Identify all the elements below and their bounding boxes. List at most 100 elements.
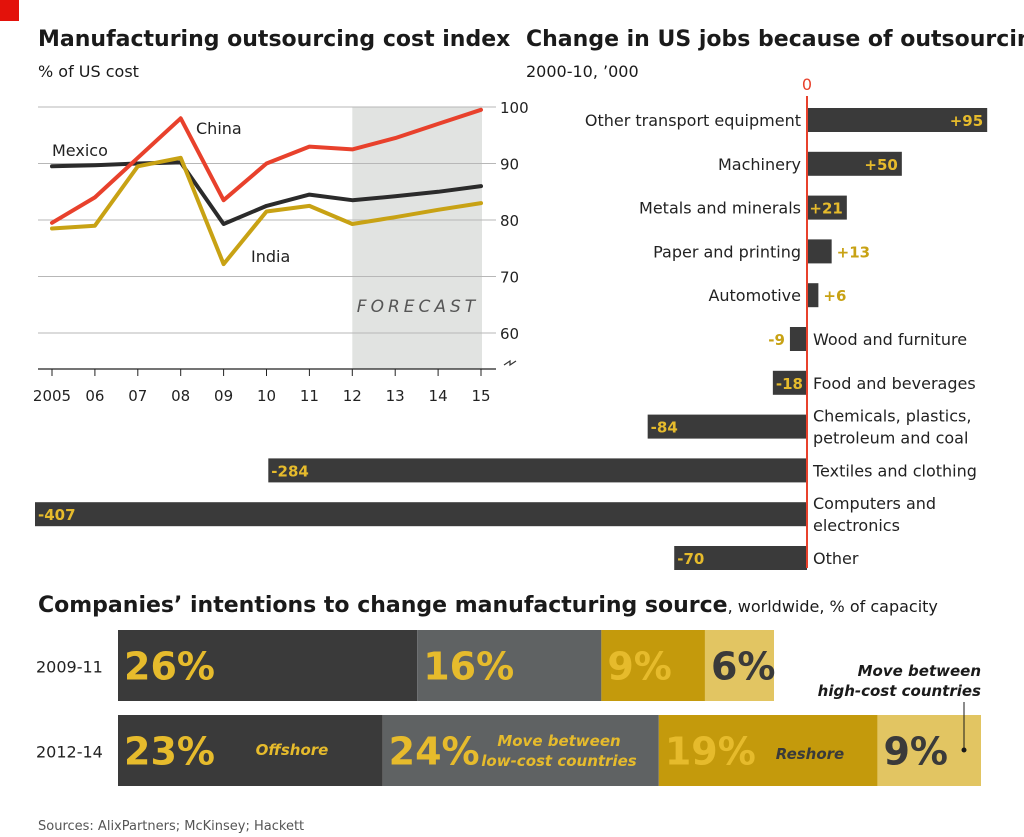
stacked-segment: [658, 715, 878, 786]
y-tick-label: 90: [500, 156, 519, 174]
bar: [807, 108, 988, 132]
stacked-segment: [704, 630, 774, 701]
series-line-china: [50, 107, 483, 225]
bar-value-label: -9: [768, 331, 785, 349]
x-tick-label: 06: [85, 387, 104, 405]
bar-category-label: Wood and furniture: [813, 330, 967, 349]
stacked-segment: [601, 630, 705, 701]
series-line-india: [50, 155, 483, 267]
bar-chart: 0 +95 Other transport equipment +50 Machiner…: [35, 75, 988, 570]
bar-value-label: +6: [823, 287, 846, 305]
stacked-value-label: 24%: [389, 730, 480, 774]
x-tick-label: 12: [343, 387, 362, 405]
bar: [807, 283, 819, 308]
series-label-reshore: Reshore: [776, 745, 844, 763]
x-tick-label: 14: [429, 387, 448, 405]
bar: [807, 151, 902, 176]
forecast-area: FORECAST: [352, 107, 482, 369]
stacked-segment: [118, 715, 383, 786]
bar-category-label: Paper and printing: [653, 242, 801, 261]
bar: [35, 502, 807, 527]
forecast-shade: [352, 107, 482, 369]
x-tick-label: 13: [386, 387, 405, 405]
line-chart-grid: 60 70 80 90 100 2005 06 07 08 09 10 11 12 13 14 15: [33, 99, 529, 405]
stacked-value-label: 19%: [665, 730, 756, 774]
y-tick-label: 100: [500, 99, 529, 117]
stacked-chart-title: Companies’ intentions to change manufact…: [38, 593, 938, 618]
line-chart-series: [50, 107, 483, 267]
bar-category-label: Machinery: [718, 155, 801, 174]
callout-dot: [961, 747, 967, 753]
bar-value-label: +13: [837, 243, 870, 261]
x-tick-label: 11: [300, 387, 319, 405]
bar-value-label: -70: [677, 550, 704, 568]
series-label-low-cost: low-cost countries: [481, 752, 636, 770]
series-label-low-cost: Move between: [497, 732, 620, 750]
bar-category-label: Textiles and clothing: [812, 461, 977, 480]
y-tick-label: 80: [500, 212, 519, 230]
stacked-value-label: 23%: [124, 730, 215, 774]
line-chart-subtitle: % of US cost: [38, 62, 139, 81]
x-tick-label: 15: [471, 387, 490, 405]
bar-category-label: petroleum and coal: [813, 429, 968, 448]
x-tick-label: 10: [257, 387, 276, 405]
x-tick-label: 09: [214, 387, 233, 405]
series-label-offshore: Offshore: [256, 741, 329, 759]
bar-value-label: +21: [809, 200, 842, 218]
bar: [268, 458, 807, 483]
stacked-value-label: 9%: [607, 645, 672, 689]
bar-chart-title: Change in US jobs because of outsourcing: [526, 27, 1024, 52]
bar-category-label: Other transport equipment: [585, 111, 801, 130]
stacked-segment: [382, 715, 659, 786]
series-label-high-cost: Move between: [858, 662, 981, 680]
axis-break-mark: [503, 359, 517, 367]
stacked-value-label: 26%: [124, 645, 215, 689]
bar-category-label: Computers and: [813, 494, 936, 513]
series-line-mexico: [50, 160, 483, 226]
bar-value-label: +95: [950, 112, 983, 130]
bar-category-label: electronics: [813, 516, 900, 535]
bar: [674, 546, 807, 570]
stacked-chart: 2009-11 26% 16% 9% 6% 2012-14 23% 24% 19% 9% Offsh…: [36, 630, 981, 786]
brand-red-tag: [0, 0, 19, 21]
stacked-segment: [417, 630, 602, 701]
stacked-chart-title-main: Companies’ intentions to change manufact…: [38, 593, 728, 618]
x-tick-label: 07: [128, 387, 147, 405]
stacked-value-label: 16%: [423, 645, 514, 689]
bar-category-label: Other: [813, 549, 859, 568]
stacked-value-label: 6%: [711, 645, 776, 689]
bar-category-label: Food and beverages: [813, 374, 976, 393]
bar: [647, 414, 807, 439]
x-tick-label: 08: [171, 387, 190, 405]
series-label-india: India: [251, 247, 290, 266]
series-label-china: China: [196, 119, 242, 138]
x-tick-label: 2005: [33, 387, 71, 405]
stacked-segment: [118, 630, 418, 701]
bar-category-label: Metals and minerals: [639, 199, 801, 218]
y-tick-label: 60: [500, 325, 519, 343]
bar: [772, 370, 807, 395]
source-note: Sources: AlixPartners; McKinsey; Hackett: [38, 819, 304, 834]
bar: [807, 239, 832, 264]
stacked-value-label: 9%: [883, 730, 948, 774]
series-label-mexico: Mexico: [52, 141, 108, 160]
y-tick-label: 70: [500, 269, 519, 287]
bar-category-label: Automotive: [708, 286, 801, 305]
forecast-label: FORECAST: [357, 297, 479, 317]
line-chart-labels: China Mexico India: [52, 119, 290, 266]
zero-label: 0: [802, 75, 812, 94]
stacked-chart-title-suffix: , worldwide, % of capacity: [728, 597, 938, 616]
bar-chart-subtitle: 2000-10, ’000: [526, 62, 639, 81]
bar-category-label: Chemicals, plastics,: [813, 407, 971, 426]
bar: [807, 195, 847, 220]
bar-value-label: -18: [776, 375, 803, 393]
line-chart-title: Manufacturing outsourcing cost index: [38, 27, 510, 52]
stacked-row-label: 2012-14: [36, 743, 103, 762]
bar-value-label: -407: [38, 506, 76, 524]
bar-value-label: -284: [271, 462, 309, 480]
bar-value-label: -84: [651, 419, 678, 437]
bar-value-label: +50: [864, 156, 897, 174]
series-label-high-cost: high-cost countries: [818, 682, 981, 700]
stacked-row-label: 2009-11: [36, 658, 103, 677]
